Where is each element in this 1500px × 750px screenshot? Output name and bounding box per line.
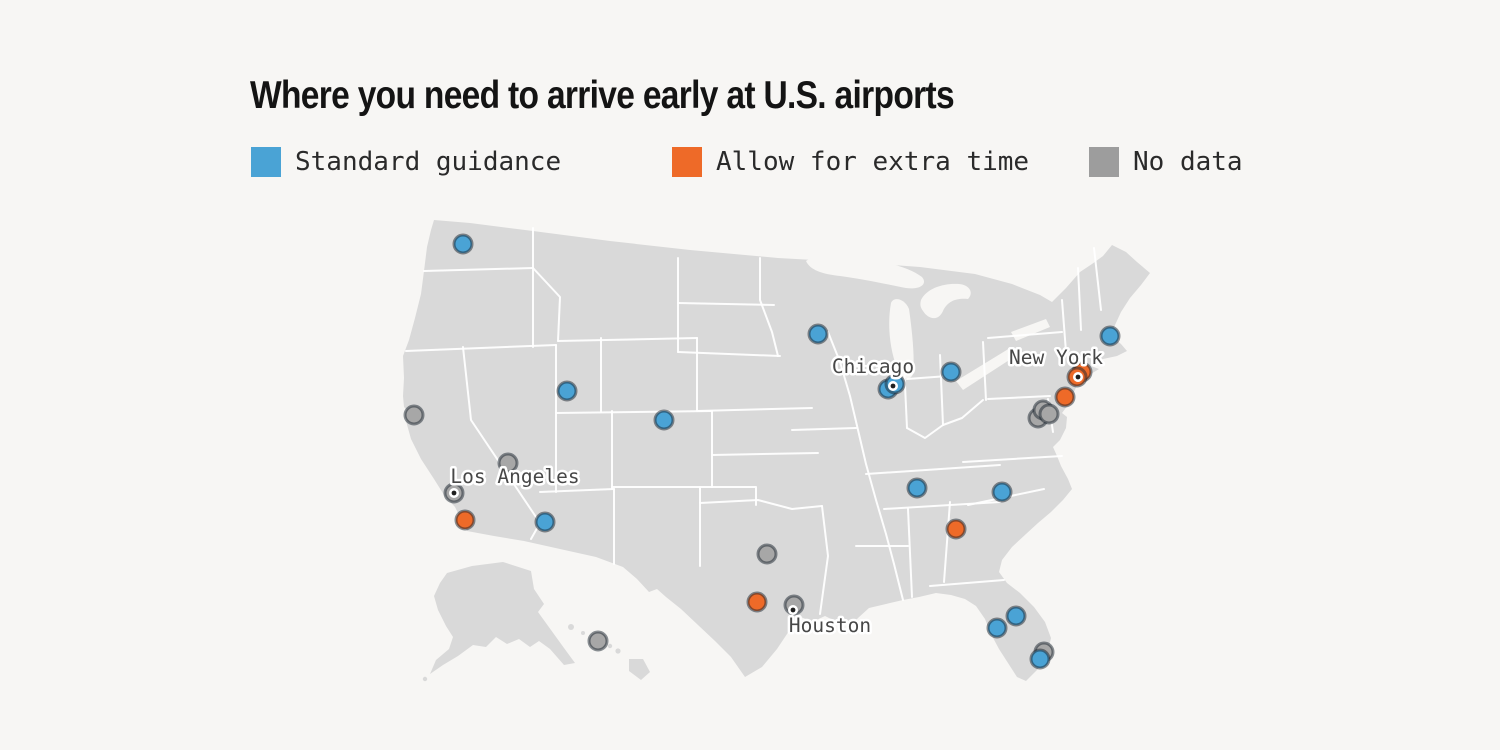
airport-dot[interactable] bbox=[1099, 325, 1121, 347]
airport-dot[interactable] bbox=[1005, 605, 1027, 627]
map-lower48 bbox=[403, 220, 1150, 681]
airport-dot[interactable] bbox=[940, 361, 962, 383]
lake-erie bbox=[956, 348, 1017, 390]
airport-dot[interactable] bbox=[991, 481, 1013, 503]
city-label: Los Angeles bbox=[450, 465, 579, 488]
map-alaska bbox=[430, 562, 575, 674]
city-markers bbox=[449, 372, 1083, 615]
airport-dot[interactable] bbox=[1029, 648, 1051, 670]
airport-dot[interactable] bbox=[756, 543, 778, 565]
lake-michigan bbox=[889, 299, 914, 379]
chart-title: Where you need to arrive early at U.S. a… bbox=[250, 74, 955, 117]
city-label: New York bbox=[1009, 346, 1103, 369]
airport-dot[interactable] bbox=[587, 630, 609, 652]
airport-dot[interactable] bbox=[534, 511, 556, 533]
legend-swatch-extra-time bbox=[672, 147, 702, 177]
city-labels: Los Angeles Chicago New York Houston bbox=[448, 344, 1106, 640]
map-alaska-island bbox=[422, 676, 428, 682]
legend-item-no-data: No data bbox=[1089, 147, 1243, 177]
legend-label: No data bbox=[1133, 147, 1243, 177]
airport-dot[interactable] bbox=[497, 452, 519, 474]
map-hawaii bbox=[568, 624, 650, 680]
airport-dot[interactable] bbox=[945, 518, 967, 540]
state-borders bbox=[405, 227, 1102, 615]
legend-item-standard: Standard guidance bbox=[251, 147, 561, 177]
city-marker-dot bbox=[890, 383, 896, 389]
legend-label: Allow for extra time bbox=[716, 147, 1030, 177]
city-label: Houston bbox=[789, 614, 871, 637]
airport-dot[interactable] bbox=[906, 477, 928, 499]
lake-superior bbox=[806, 253, 925, 289]
lake-huron bbox=[920, 283, 971, 319]
airport-dots bbox=[403, 233, 1121, 670]
airport-dot[interactable] bbox=[1054, 386, 1076, 408]
airport-dot[interactable] bbox=[986, 617, 1008, 639]
city-label: Chicago bbox=[832, 355, 914, 378]
airport-dot[interactable] bbox=[746, 591, 768, 613]
city-marker-dot bbox=[790, 607, 796, 613]
legend-swatch-no-data bbox=[1089, 147, 1119, 177]
airport-dot[interactable] bbox=[452, 233, 474, 255]
city-marker-dot bbox=[1075, 374, 1081, 380]
airport-dot[interactable] bbox=[454, 509, 476, 531]
legend-swatch-standard bbox=[251, 147, 281, 177]
legend-label: Standard guidance bbox=[295, 147, 562, 177]
legend-item-extra-time: Allow for extra time bbox=[672, 147, 1029, 177]
airport-dot[interactable] bbox=[653, 409, 675, 431]
great-lakes bbox=[806, 253, 1050, 390]
airport-dot[interactable] bbox=[1038, 403, 1060, 425]
airport-dot[interactable] bbox=[807, 323, 829, 345]
airport-dot[interactable] bbox=[403, 404, 425, 426]
airport-dot[interactable] bbox=[556, 380, 578, 402]
city-marker-dot bbox=[451, 490, 457, 496]
